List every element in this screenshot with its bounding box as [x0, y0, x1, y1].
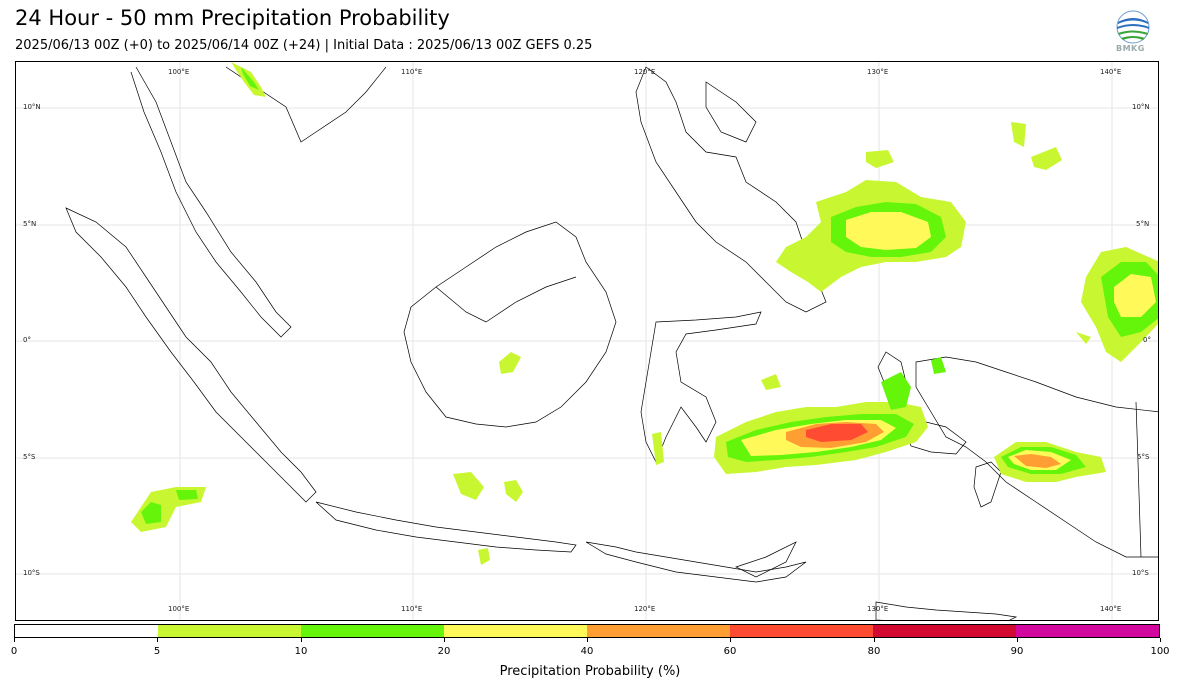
colorbar-bin-0 — [15, 625, 158, 637]
colorbar-bin-4 — [587, 625, 730, 637]
colorbar-tick-mark — [301, 638, 302, 642]
colorbar — [14, 624, 1160, 638]
lat-label-right-5s: 5°S — [1137, 453, 1150, 461]
lat-label-right-5n: 5°N — [1136, 220, 1150, 228]
map-canvas — [16, 62, 1158, 620]
colorbar-tick-label: 20 — [437, 646, 451, 657]
colorbar-tick-mark — [14, 638, 15, 642]
chart-title: 24 Hour - 50 mm Precipitation Probabilit… — [15, 6, 450, 30]
map-panel: 100°E 110°E 120°E 130°E 140°E 100°E 110°… — [15, 61, 1159, 621]
colorbar-tick-mark — [444, 638, 445, 642]
lon-label-bottom-130: 130°E — [867, 605, 889, 613]
colorbar-tick-mark — [1160, 638, 1161, 642]
lon-label-bottom-120: 120°E — [634, 605, 656, 613]
bmkg-logo — [1113, 10, 1153, 54]
colorbar-bin-3 — [444, 625, 587, 637]
colorbar-bin-5 — [730, 625, 873, 637]
colorbar-bin-6 — [873, 625, 1016, 637]
lon-label-bottom-100: 100°E — [168, 605, 190, 613]
colorbar-tick-mark — [157, 638, 158, 642]
lat-label-left-5s: 5°S — [23, 453, 36, 461]
colorbar-tick-label: 100 — [1150, 646, 1170, 657]
lon-label-top-140: 140°E — [1100, 68, 1122, 76]
lat-label-left-10s: 10°S — [23, 569, 40, 577]
colorbar-tick-label: 5 — [153, 646, 161, 657]
lat-label-right-10s: 10°S — [1132, 569, 1149, 577]
lat-label-left-0: 0° — [23, 336, 31, 344]
lon-label-top-110: 110°E — [401, 68, 423, 76]
chart-subtitle: 2025/06/13 00Z (+0) to 2025/06/14 00Z (+… — [15, 38, 593, 53]
colorbar-tick-label: 10 — [294, 646, 308, 657]
colorbar-tick-label: 80 — [867, 646, 881, 657]
colorbar-tick-label: 90 — [1010, 646, 1024, 657]
colorbar-bin-7 — [1016, 625, 1159, 637]
colorbar-tick-mark — [1017, 638, 1018, 642]
colorbar-label: Precipitation Probability (%) — [499, 664, 681, 679]
lat-label-right-0: 0° — [1143, 336, 1151, 344]
logo-text: BMKG — [1116, 44, 1145, 53]
colorbar-tick-mark — [730, 638, 731, 642]
colorbar-tick-mark — [874, 638, 875, 642]
lat-label-left-5n: 5°N — [23, 220, 37, 228]
lat-label-right-10n: 10°N — [1132, 103, 1150, 111]
colorbar-tick-label: 0 — [10, 646, 18, 657]
colorbar-tick-mark — [587, 638, 588, 642]
lat-label-left-10n: 10°N — [23, 103, 41, 111]
colorbar-tick-label: 60 — [723, 646, 737, 657]
lon-label-top-130: 130°E — [867, 68, 889, 76]
colorbar-bin-1 — [158, 625, 301, 637]
colorbar-tick-label: 40 — [580, 646, 594, 657]
precip-contours — [131, 62, 1158, 565]
lon-label-top-100: 100°E — [168, 68, 190, 76]
colorbar-bin-2 — [301, 625, 444, 637]
lon-label-top-120: 120°E — [634, 68, 656, 76]
coastlines — [65, 66, 1158, 620]
lon-label-bottom-110: 110°E — [401, 605, 423, 613]
lon-label-bottom-140: 140°E — [1100, 605, 1122, 613]
gridlines — [16, 62, 1158, 620]
